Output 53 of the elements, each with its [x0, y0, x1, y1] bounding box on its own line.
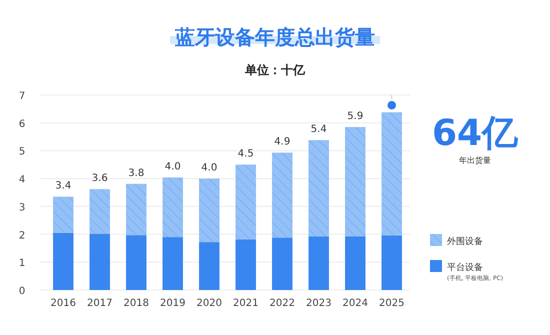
bar	[162, 177, 183, 238]
x-tick-label: 2023	[306, 298, 332, 309]
total-label: 4.0	[164, 161, 181, 172]
y-tick-label: 1	[18, 258, 26, 270]
y-tick-label: 6	[18, 118, 26, 130]
bar	[53, 232, 74, 290]
total-label: 4.5	[238, 148, 254, 160]
bar	[308, 140, 329, 237]
total-label: 3.6	[92, 173, 108, 184]
y-tick-label: 7	[18, 91, 26, 102]
bar	[162, 237, 183, 290]
bar	[236, 164, 256, 240]
y-tick-label: 0	[18, 286, 26, 297]
legend-label: 平台设备	[447, 262, 483, 273]
chart-subtitle: 单位：十亿	[244, 63, 306, 77]
total-label: 4.0	[201, 162, 218, 174]
x-tick-label: 2024	[342, 298, 368, 309]
total-label: 5.9	[347, 111, 364, 122]
y-tick-label: 5	[18, 146, 26, 158]
y-tick-label: 4	[18, 174, 26, 186]
x-tick-label: 2025	[379, 298, 404, 309]
bar	[345, 236, 366, 290]
bar	[236, 239, 256, 290]
bar	[53, 196, 74, 233]
legend-label: 外围设备	[447, 236, 483, 247]
total-label: 5.4	[310, 124, 327, 136]
total-label: 3.8	[128, 168, 144, 179]
bar	[199, 178, 220, 242]
x-tick-label: 2019	[160, 298, 186, 309]
bar	[308, 236, 329, 290]
bar	[272, 238, 292, 290]
bar	[126, 184, 146, 236]
annotation: 64亿	[432, 113, 520, 154]
bar	[345, 127, 366, 236]
total-label: 3.4	[55, 180, 72, 192]
bar	[90, 234, 110, 290]
x-tick-label: 2021	[233, 298, 258, 309]
x-tick-label: 2018	[124, 298, 149, 309]
bar	[126, 235, 146, 290]
x-tick-label: 2016	[50, 298, 76, 309]
y-tick-label: 3	[18, 202, 26, 214]
x-tick-label: 2017	[87, 298, 112, 309]
bar	[90, 189, 110, 234]
bar	[272, 152, 292, 238]
total-label: 4.9	[274, 136, 290, 148]
y-tick-label: 2	[18, 230, 26, 242]
chart-title: 蓝牙设备年度总出货量	[174, 25, 375, 49]
bar	[199, 242, 220, 290]
bar	[382, 112, 402, 236]
x-tick-label: 2022	[270, 298, 295, 309]
text: 年出货量	[459, 156, 491, 165]
bar	[382, 235, 402, 290]
x-tick-label: 2020	[196, 298, 222, 309]
